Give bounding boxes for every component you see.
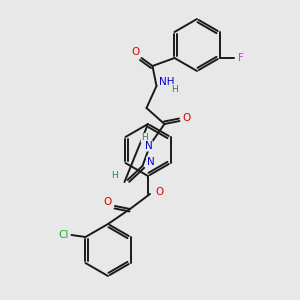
Text: F: F [238, 53, 244, 63]
Text: O: O [104, 197, 112, 207]
Text: O: O [156, 187, 164, 197]
Text: N: N [145, 141, 152, 151]
Text: H: H [171, 85, 178, 94]
Text: O: O [182, 113, 190, 123]
Text: H: H [111, 172, 118, 181]
Text: O: O [131, 47, 140, 57]
Text: Cl: Cl [58, 230, 69, 240]
Text: H: H [141, 134, 148, 142]
Text: NH: NH [159, 77, 174, 87]
Text: N: N [147, 157, 154, 167]
